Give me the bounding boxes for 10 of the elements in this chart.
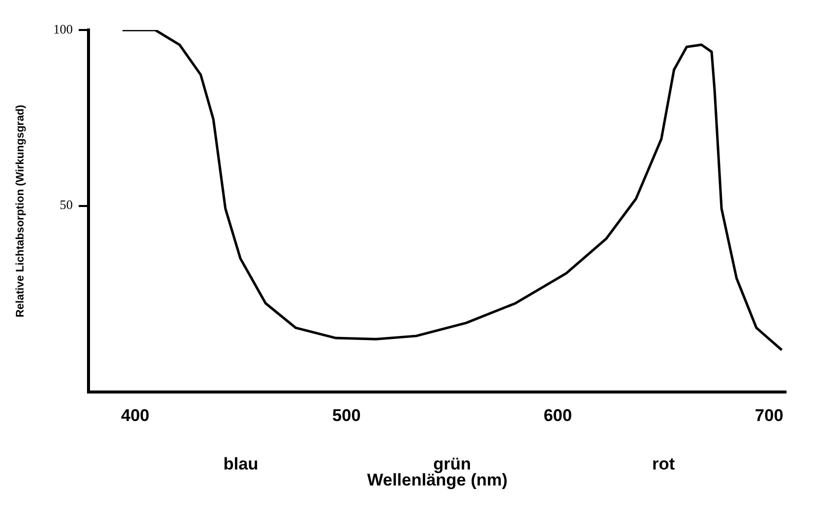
y-axis-title: Relative Lichtabsorption (Wirkungsgrad) (14, 104, 27, 318)
text: grün (433, 454, 472, 474)
text: blau (223, 454, 258, 474)
text: rot (652, 454, 676, 474)
x-tick-label: 600 (544, 406, 572, 426)
x-tick-label: 500 (332, 406, 361, 426)
y-tick-label: 50 (60, 197, 73, 212)
x-tick-label: 700 (754, 406, 784, 426)
x-tick-label: 400 (121, 406, 150, 426)
y-tick-label: 100 (53, 21, 73, 36)
